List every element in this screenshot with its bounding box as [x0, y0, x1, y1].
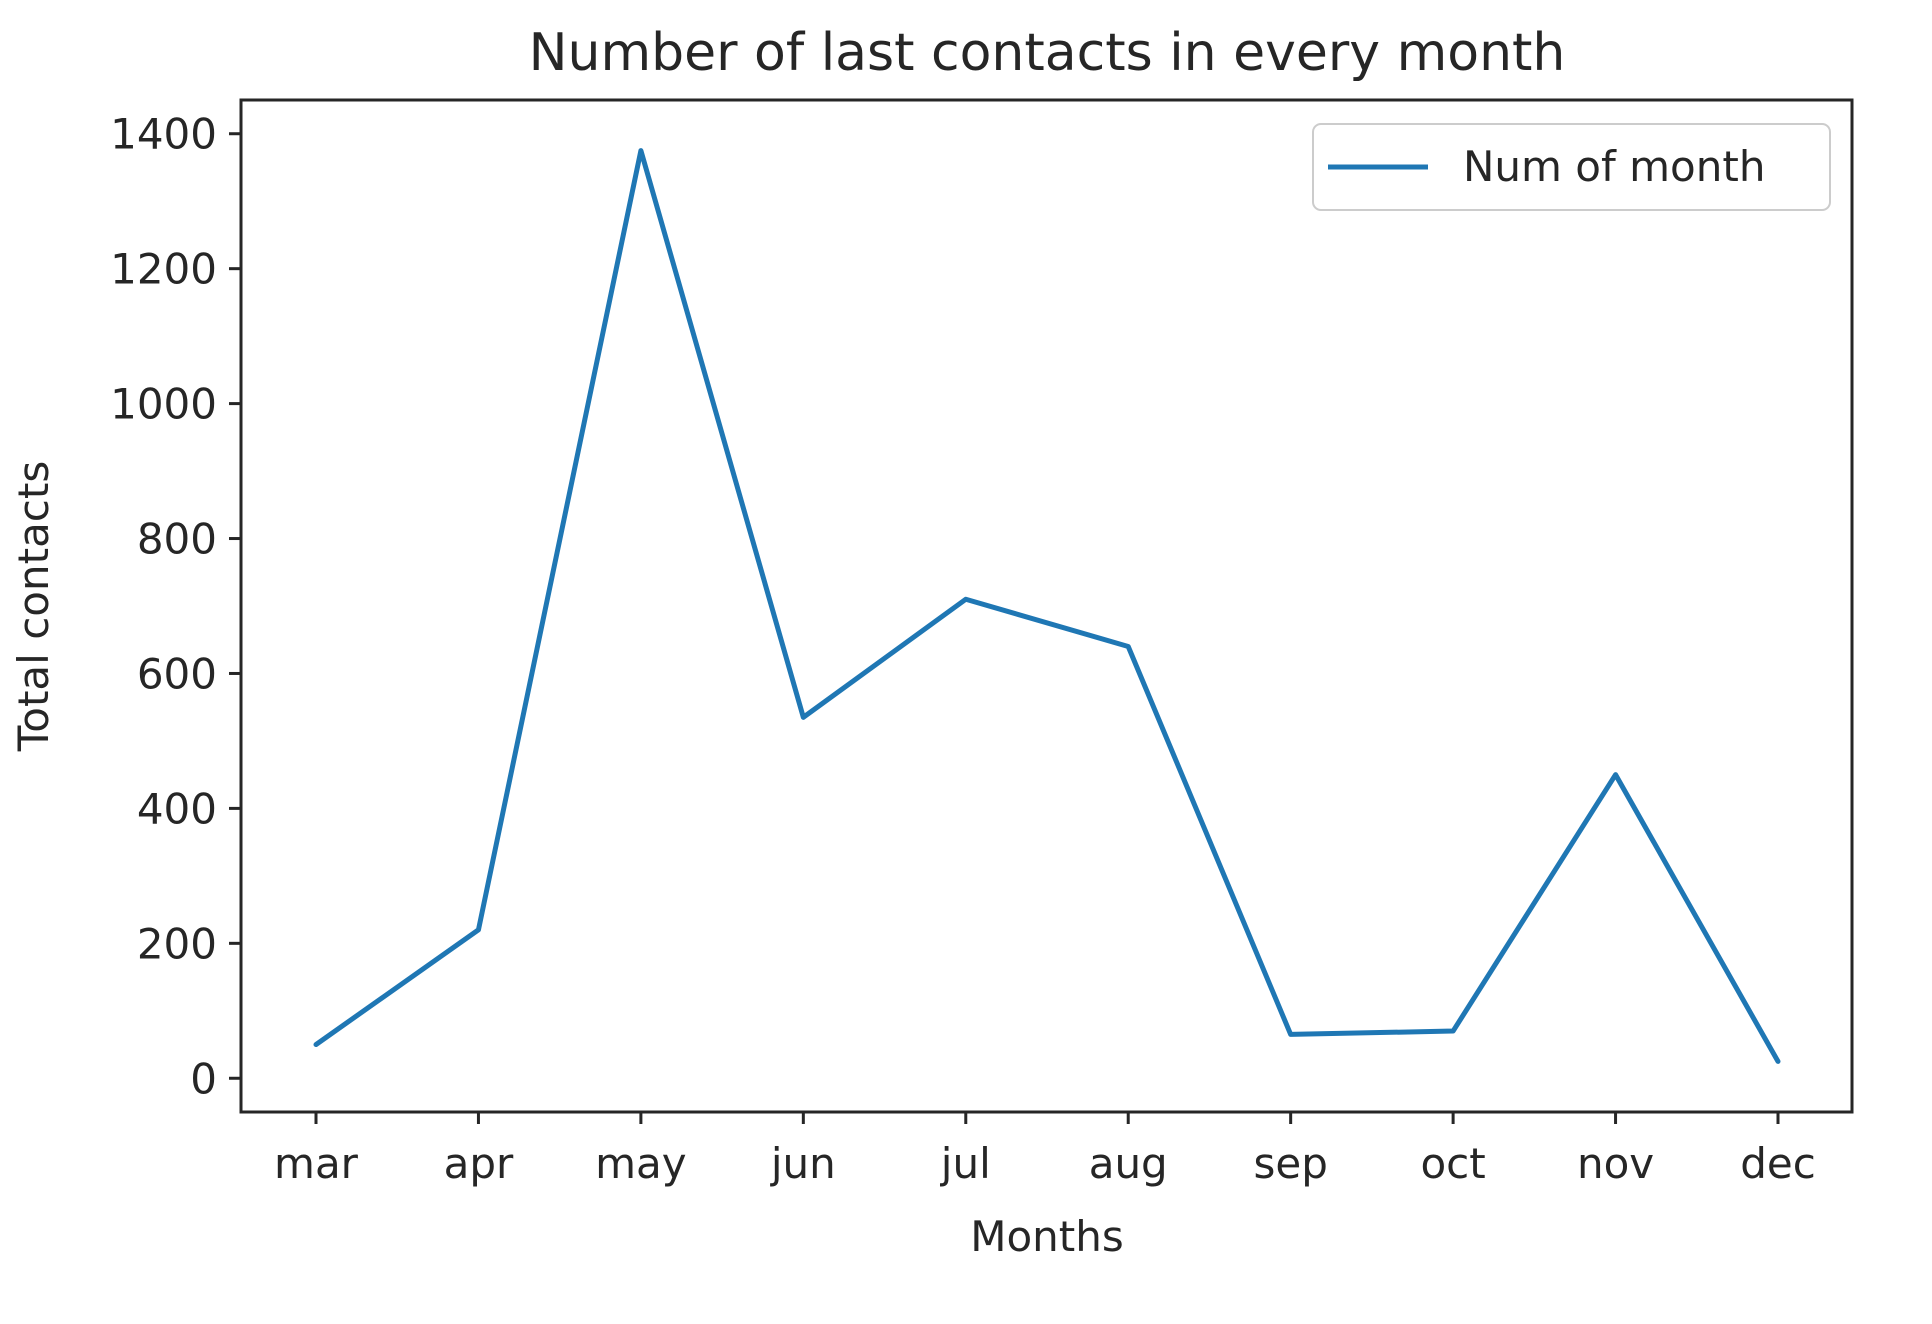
data-point-jun — [802, 716, 804, 718]
series-layer — [313, 148, 1781, 1064]
data-point-nov — [1615, 774, 1617, 776]
y-tick-label: 1000 — [110, 380, 217, 429]
x-tick-label: mar — [274, 1139, 359, 1188]
data-point-jul — [965, 598, 967, 600]
data-point-aug — [1127, 645, 1129, 647]
y-tick-label: 400 — [137, 784, 217, 833]
data-point-apr — [477, 929, 479, 931]
y-tick-label: 1200 — [110, 245, 217, 294]
x-tick-label: jun — [770, 1139, 836, 1188]
y-axis-label: Total contacts — [9, 461, 58, 753]
x-tick-label: nov — [1577, 1139, 1654, 1188]
legend-box — [1312, 123, 1831, 211]
legend: Num of month — [1312, 123, 1831, 211]
data-point-mar — [315, 1044, 317, 1046]
data-point-dec — [1777, 1060, 1779, 1062]
y-tick-label: 200 — [137, 919, 217, 968]
x-tick-label: sep — [1253, 1139, 1327, 1188]
y-tick-label: 1400 — [110, 110, 217, 159]
y-axis: 0 200 400 600 800 1000 1200 1400 — [110, 110, 241, 1103]
plot-area-frame — [239, 98, 1854, 1114]
y-tick-label: 800 — [137, 515, 217, 564]
x-tick-label: apr — [444, 1139, 514, 1188]
x-tick-label: aug — [1089, 1139, 1168, 1188]
data-point-oct — [1452, 1030, 1454, 1032]
x-axis-label: Months — [970, 1212, 1124, 1261]
x-tick-label: jul — [940, 1139, 991, 1188]
x-tick-label: oct — [1420, 1139, 1485, 1188]
y-tick-label: 0 — [190, 1054, 217, 1103]
x-tick-label: may — [595, 1139, 687, 1188]
y-tick-label: 600 — [137, 649, 217, 698]
x-axis: mar apr may jun jul aug sep oct nov dec — [274, 1112, 1816, 1188]
x-tick-label: dec — [1740, 1139, 1816, 1188]
chart-title: Number of last contacts in every month — [529, 23, 1566, 83]
legend-label: Num of month — [1463, 142, 1765, 191]
data-point-sep — [1290, 1033, 1292, 1035]
series-line — [313, 148, 1781, 1064]
data-point-may — [640, 150, 642, 152]
